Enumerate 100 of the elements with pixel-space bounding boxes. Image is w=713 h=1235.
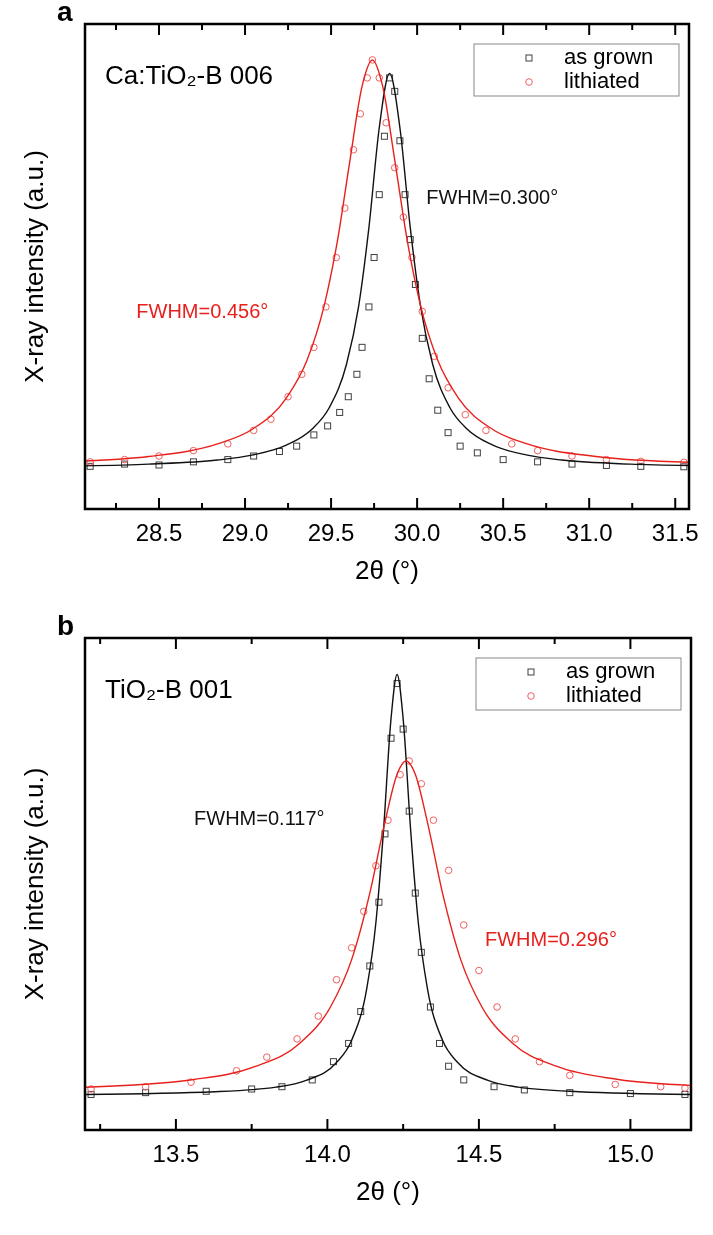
point (417, 779, 426, 788)
point (224, 456, 232, 464)
point (405, 757, 414, 765)
point (87, 1085, 95, 1093)
point (568, 460, 576, 468)
x-tick-label: 14.5 (455, 1140, 503, 1167)
annotation: FWHM=0.456° (136, 299, 269, 322)
point (681, 1084, 689, 1092)
point (459, 921, 468, 929)
point (386, 74, 394, 82)
point (637, 462, 645, 470)
point (86, 462, 94, 470)
point (310, 343, 318, 352)
point (396, 770, 404, 779)
point (384, 816, 392, 825)
point (507, 440, 516, 448)
point (250, 452, 258, 460)
point (535, 1057, 544, 1066)
point (349, 145, 358, 154)
x-tick-label: 29.0 (221, 519, 269, 546)
point (411, 889, 419, 897)
point (141, 1082, 150, 1091)
x-axis-title: 2θ (°) (356, 1176, 420, 1206)
point (681, 1090, 689, 1098)
point (189, 446, 198, 455)
chart-subtitle: TiO₂-B 001 (105, 674, 233, 704)
x-tick-label: 14.0 (304, 1140, 351, 1167)
point (444, 429, 452, 437)
point (602, 455, 611, 464)
point (534, 458, 542, 466)
point (314, 1012, 323, 1020)
point (445, 1062, 453, 1070)
point (358, 343, 366, 351)
point (429, 816, 438, 825)
point (202, 1087, 210, 1095)
point (399, 213, 408, 221)
point (363, 74, 372, 82)
chart-title: a (57, 0, 73, 27)
point (332, 253, 341, 262)
point (444, 866, 453, 875)
point (399, 725, 407, 733)
legend-label: as grown (564, 43, 654, 69)
point (345, 1039, 353, 1047)
point (426, 1003, 434, 1011)
point (332, 975, 341, 984)
point (155, 452, 163, 460)
point (370, 254, 378, 262)
point (375, 191, 383, 199)
point (611, 1080, 620, 1089)
annotation: FWHM=0.300° (426, 185, 559, 208)
point (637, 457, 645, 466)
point (329, 1058, 337, 1066)
legend-label: as grown (566, 657, 656, 683)
point (444, 383, 452, 392)
x-tick-label: 30.5 (479, 519, 527, 546)
point (456, 442, 464, 450)
point (293, 442, 301, 450)
point (248, 1085, 256, 1093)
point (493, 1003, 501, 1011)
point (121, 460, 129, 468)
point (396, 137, 404, 145)
point (322, 303, 330, 311)
point (490, 1083, 498, 1091)
point (434, 406, 442, 414)
chart-title: b (57, 610, 75, 641)
point (356, 110, 365, 118)
point (387, 734, 395, 742)
point (408, 253, 416, 262)
point (566, 1089, 574, 1097)
point (520, 1086, 528, 1094)
point (344, 393, 352, 401)
point (368, 56, 377, 64)
point (341, 204, 349, 212)
point (298, 370, 306, 379)
x-tick-label: 31.5 (651, 519, 699, 546)
point (249, 426, 258, 435)
point (473, 449, 481, 457)
point (382, 119, 390, 127)
point (475, 966, 483, 975)
point (336, 408, 344, 416)
x-tick-label: 31.0 (565, 519, 613, 546)
x-tick-label: 30.0 (393, 519, 441, 546)
x-tick-label: 13.5 (152, 1140, 200, 1167)
point (460, 1076, 468, 1084)
point (533, 446, 542, 455)
point (511, 1035, 520, 1043)
point (224, 440, 232, 448)
point (430, 352, 439, 361)
point (353, 370, 361, 378)
point (347, 943, 356, 952)
point (365, 303, 373, 311)
point (189, 458, 197, 466)
point (380, 132, 388, 140)
x-tick-label: 28.5 (135, 519, 183, 546)
point (324, 422, 332, 430)
point (293, 1035, 301, 1043)
point (418, 307, 427, 316)
x-axis-title: 2θ (°) (355, 555, 419, 585)
point (263, 1053, 271, 1061)
point (393, 680, 401, 688)
